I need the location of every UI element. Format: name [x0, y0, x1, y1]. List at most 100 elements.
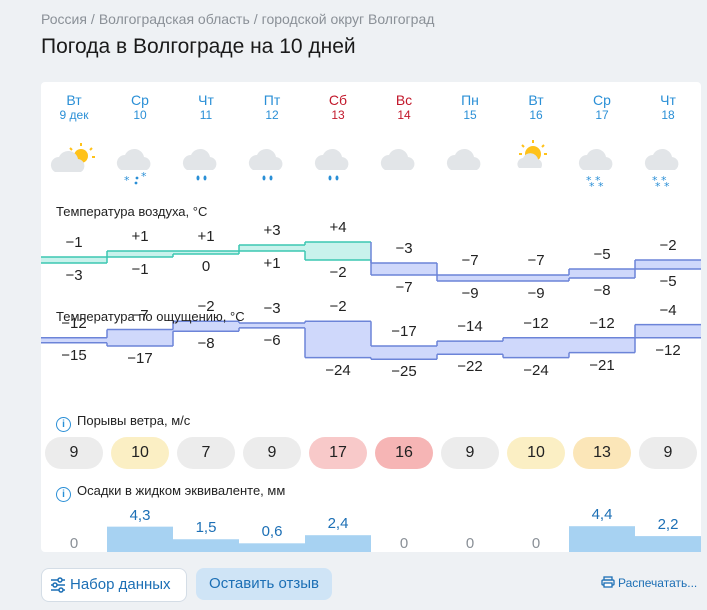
feels-temp-max-label: −12 [61, 314, 87, 332]
air-temp-band [503, 275, 569, 281]
precip-value: 2,2 [657, 516, 679, 534]
air-temp-max-label: −7 [527, 252, 545, 269]
precip-value: 1,5 [195, 519, 217, 537]
air-temp-band [239, 245, 305, 251]
day-name: Чт [660, 92, 676, 108]
feels-temp-min-label: −17 [127, 350, 153, 368]
info-icon[interactable]: i [56, 487, 71, 502]
day-date: 15 [463, 108, 477, 122]
breadcrumb-region[interactable]: Волгоградская область [98, 11, 250, 27]
precip-bar [173, 539, 239, 552]
cloud-rain-icon [182, 148, 217, 181]
feedback-button[interactable]: Оставить отзыв [196, 568, 332, 600]
cloud-icon [380, 148, 415, 170]
day-date: 13 [331, 108, 345, 122]
feels-temp-min-label: −24 [523, 361, 549, 379]
day-name: Чт [198, 92, 214, 108]
info-icon[interactable]: i [56, 417, 71, 432]
air-temp-min-label: −2 [329, 264, 347, 281]
precip-value: 0 [465, 535, 475, 552]
data-set-label: Набор данных [70, 576, 171, 593]
breadcrumb-district[interactable]: городской округ Волгоград [261, 11, 435, 27]
day-header[interactable]: Вт 16 [503, 92, 569, 123]
day-name: Вс [395, 92, 413, 108]
data-set-button[interactable]: Набор данных [41, 568, 187, 602]
svg-text:*: * [141, 170, 147, 183]
day-header[interactable]: Чт 11 [173, 92, 239, 123]
air-temp-max-label: −7 [461, 252, 479, 269]
day-header[interactable]: Чт 18 [635, 92, 701, 123]
air-temp-min-label: −1 [131, 261, 149, 278]
precip-label-text: Осадки в жидком эквиваленте, мм [77, 483, 286, 498]
sliders-icon [51, 577, 65, 593]
feels-temp-max-label: −7 [131, 306, 149, 324]
day-header[interactable]: Пн 15 [437, 92, 503, 123]
feels-temp-band [569, 337, 635, 353]
wind-gust-value: 10 [507, 437, 565, 469]
svg-text:* *: * * [589, 180, 604, 190]
day-date: 9 дек [59, 108, 89, 122]
air-temp-max-label: −3 [395, 240, 413, 257]
precip-bar [239, 543, 305, 552]
air-temp-min-label: −9 [461, 285, 479, 302]
feels-temp-min-label: −8 [197, 335, 215, 353]
day-header[interactable]: Вт 9 дек [41, 92, 107, 123]
air-temp-min-label: −8 [593, 282, 611, 299]
air-temp-max-label: +4 [329, 219, 347, 236]
air-temp-min-label: −9 [527, 285, 545, 302]
day-name: Вт [528, 92, 544, 108]
cloud-icon [446, 148, 481, 170]
day-header[interactable]: Ср 10 [107, 92, 173, 123]
precip-label: i Осадки в жидком эквиваленте, мм [56, 483, 285, 502]
feels-temp-min-label: −22 [457, 358, 483, 376]
feels-temp-max-label: −3 [263, 299, 281, 317]
breadcrumb: Россия / Волгоградская область / городской о… [41, 11, 435, 27]
wind-label-text: Порывы ветра, м/с [77, 413, 191, 428]
feels-temp-band [503, 337, 569, 358]
cloud-rain-icon [248, 148, 283, 181]
partly-cloudy-icon [50, 143, 95, 172]
wind-gust-value: 13 [573, 437, 631, 469]
print-link[interactable]: Распечатать... [601, 576, 697, 590]
wind-gust-value: 9 [243, 437, 301, 469]
air-temp-band [107, 251, 173, 257]
feels-temp-band [41, 337, 107, 343]
precip-value: 4,4 [591, 506, 613, 524]
precip-bar [305, 535, 371, 552]
cloud-snow-icon: * * [116, 148, 151, 187]
day-date: 18 [661, 108, 675, 122]
day-header[interactable]: Сб 13 [305, 92, 371, 123]
day-date: 12 [265, 108, 279, 122]
day-name: Ср [593, 92, 611, 108]
air-temp-max-label: +1 [197, 228, 215, 245]
day-name: Пт [263, 92, 281, 108]
precip-value: 0,6 [261, 523, 283, 541]
cloud-rain-icon [314, 148, 349, 181]
feels-temp-band [173, 321, 239, 332]
day-name: Пн [461, 92, 479, 108]
air-temp-min-label: −3 [65, 267, 83, 284]
precip-value: 0 [531, 535, 541, 552]
air-temp-max-label: −1 [65, 234, 83, 251]
feels-temp-min-label: −12 [655, 341, 681, 359]
feels-temp-max-label: −4 [659, 301, 677, 319]
feels-temp-max-label: −14 [457, 318, 483, 336]
printer-icon [601, 576, 615, 588]
air-temp-min-label: +1 [263, 255, 281, 272]
feels-temp-band [371, 346, 437, 360]
day-header[interactable]: Ср 17 [569, 92, 635, 123]
air-temp-band [41, 257, 107, 263]
air-temp-band [305, 242, 371, 260]
air-temp-band [635, 260, 701, 269]
day-date: 17 [595, 108, 609, 122]
breadcrumb-russia[interactable]: Россия [41, 11, 87, 27]
day-date: 10 [133, 108, 147, 122]
day-header[interactable]: Пт 12 [239, 92, 305, 123]
wind-gust-value: 9 [441, 437, 499, 469]
air-temp-max-label: −5 [593, 246, 611, 263]
air-temp-min-label: 0 [201, 258, 211, 275]
air-temp-max-label: −2 [659, 237, 677, 254]
feels-temp-max-label: −12 [523, 314, 549, 332]
air-temp-max-label: +3 [263, 222, 281, 239]
day-header[interactable]: Вс 14 [371, 92, 437, 123]
